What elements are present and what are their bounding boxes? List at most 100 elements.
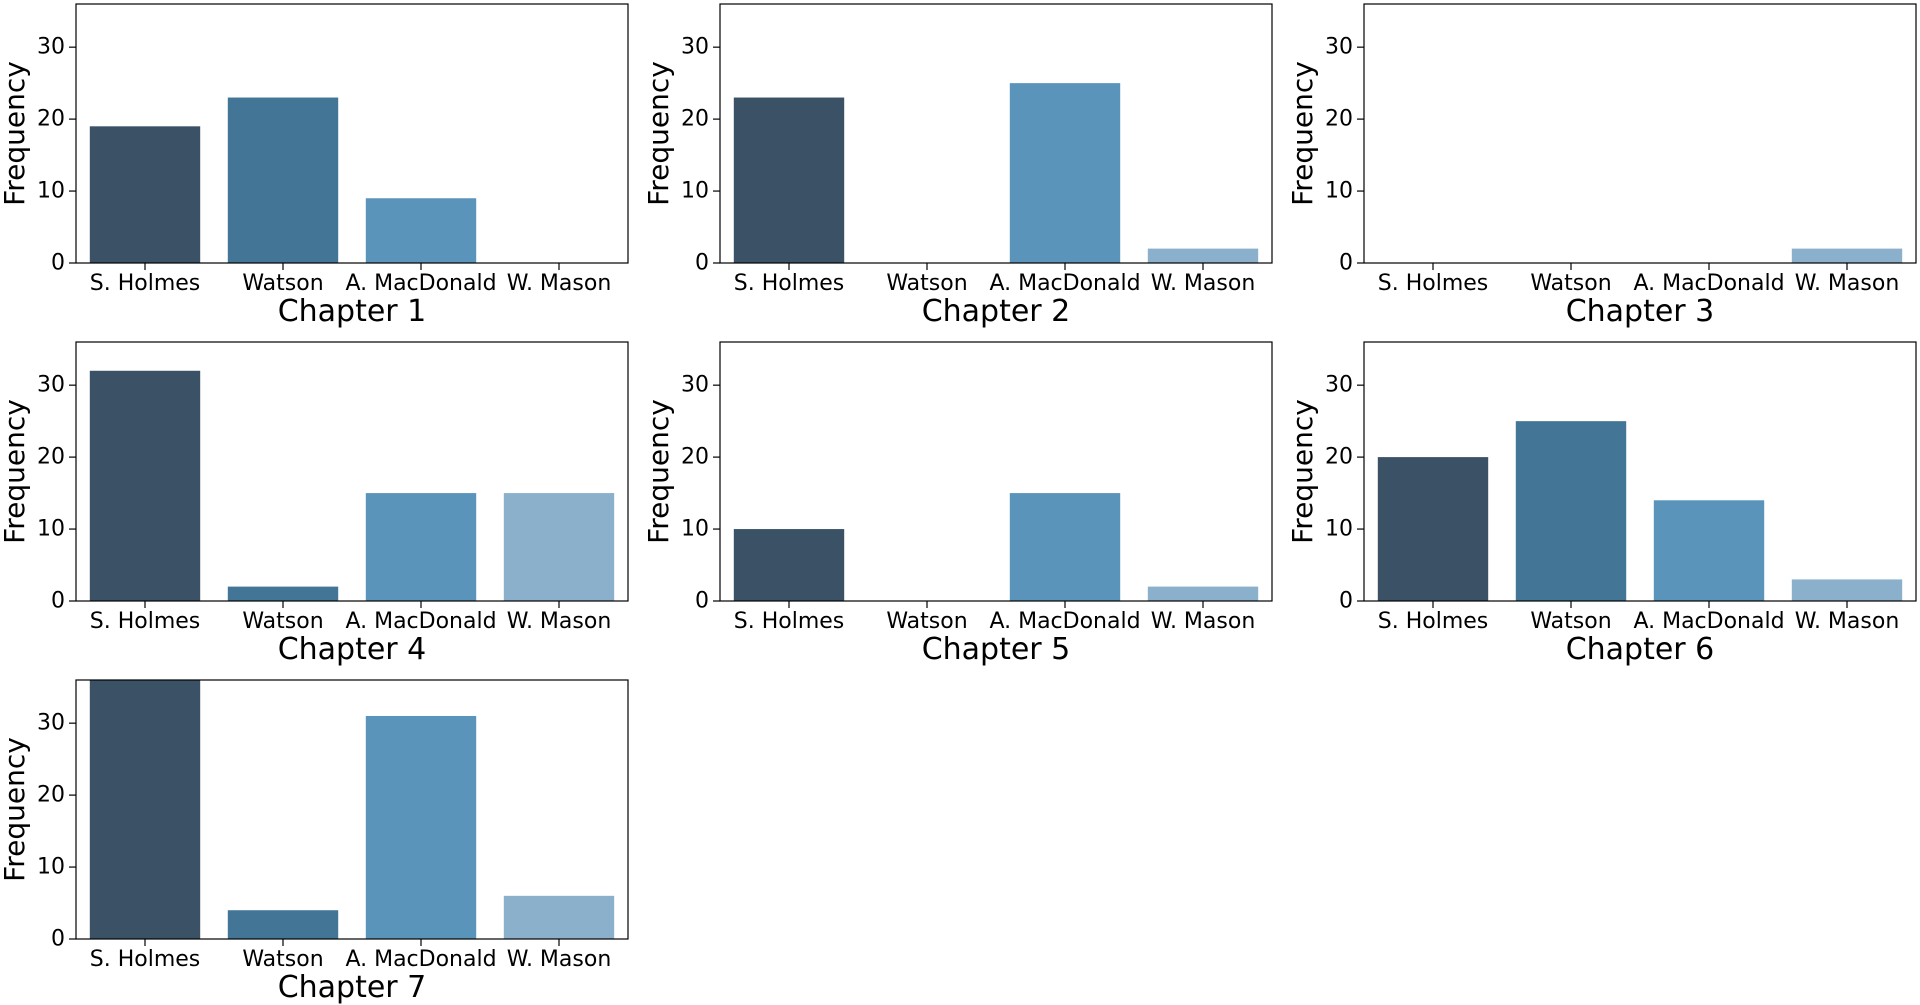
bar-chapter-6-watson xyxy=(1515,421,1627,601)
x-tick-label: Watson xyxy=(242,609,323,634)
y-tick-label: 20 xyxy=(37,107,65,132)
x-tick-label: A. MacDonald xyxy=(345,609,496,634)
y-tick-label: 0 xyxy=(51,251,65,276)
x-tick-label: Watson xyxy=(242,271,323,296)
x-axis-label: Chapter 6 xyxy=(1566,632,1715,667)
y-tick-label: 10 xyxy=(681,179,709,204)
x-axis-label: Chapter 5 xyxy=(922,632,1071,667)
y-tick-label: 30 xyxy=(681,373,709,398)
y-tick-label: 0 xyxy=(695,251,709,276)
y-tick-label: 0 xyxy=(695,589,709,614)
bar-chapter-2-w-mason xyxy=(1147,248,1259,263)
x-tick-label: Watson xyxy=(242,947,323,972)
bar-chapter-1-s-holmes xyxy=(89,126,201,263)
bar-chapter-4-s-holmes xyxy=(89,370,201,601)
x-tick-label: W. Mason xyxy=(507,271,612,296)
x-tick-label: W. Mason xyxy=(1795,271,1900,296)
bar-chapter-5-w-mason xyxy=(1147,586,1259,601)
bar-chapter-4-a-macdonald xyxy=(365,493,477,601)
y-tick-label: 10 xyxy=(1325,179,1353,204)
y-tick-label: 30 xyxy=(1325,35,1353,60)
bar-chapter-3-w-mason xyxy=(1791,248,1903,263)
y-tick-label: 20 xyxy=(681,445,709,470)
y-axis-label: Frequency xyxy=(1286,399,1319,544)
x-tick-label: W. Mason xyxy=(1795,609,1900,634)
bar-chapter-1-watson xyxy=(227,97,339,263)
x-tick-label: S. Holmes xyxy=(734,609,845,634)
y-tick-label: 10 xyxy=(37,179,65,204)
y-tick-label: 20 xyxy=(1325,445,1353,470)
x-axis-label: Chapter 3 xyxy=(1566,294,1715,329)
y-tick-label: 10 xyxy=(37,855,65,880)
x-tick-label: S. Holmes xyxy=(90,947,201,972)
y-axis-label: Frequency xyxy=(1286,61,1319,206)
axes-frame xyxy=(1363,3,1917,264)
y-axis-label: Frequency xyxy=(0,61,31,206)
y-tick-label: 20 xyxy=(681,107,709,132)
bar-chapter-6-a-macdonald xyxy=(1653,500,1765,601)
bar-chapter-7-w-mason xyxy=(503,895,615,939)
y-tick-label: 20 xyxy=(1325,107,1353,132)
y-tick-label: 0 xyxy=(51,927,65,952)
y-tick-label: 20 xyxy=(37,783,65,808)
x-tick-label: S. Holmes xyxy=(1378,609,1489,634)
bar-chapter-7-s-holmes xyxy=(89,680,201,939)
axes-frame xyxy=(719,341,1273,602)
y-tick-label: 0 xyxy=(51,589,65,614)
y-tick-label: 20 xyxy=(37,445,65,470)
bar-chapter-4-watson xyxy=(227,586,339,601)
y-axis-label: Frequency xyxy=(0,737,31,882)
x-tick-label: A. MacDonald xyxy=(345,947,496,972)
x-tick-label: S. Holmes xyxy=(734,271,845,296)
y-axis-label: Frequency xyxy=(0,399,31,544)
x-tick-label: W. Mason xyxy=(1151,609,1256,634)
axes-frame xyxy=(719,3,1273,264)
y-axis-label: Frequency xyxy=(642,399,675,544)
bar-chapter-4-w-mason xyxy=(503,493,615,601)
y-tick-label: 0 xyxy=(1339,251,1353,276)
x-tick-label: S. Holmes xyxy=(1378,271,1489,296)
x-tick-label: A. MacDonald xyxy=(345,271,496,296)
x-tick-label: Watson xyxy=(1530,271,1611,296)
axes-frame xyxy=(75,679,629,940)
y-tick-label: 30 xyxy=(37,373,65,398)
x-tick-label: W. Mason xyxy=(507,609,612,634)
x-tick-label: S. Holmes xyxy=(90,609,201,634)
x-tick-label: A. MacDonald xyxy=(1633,271,1784,296)
bar-chapter-7-a-macdonald xyxy=(365,715,477,939)
y-tick-label: 10 xyxy=(1325,517,1353,542)
bar-chapter-1-a-macdonald xyxy=(365,198,477,263)
bar-chapter-2-s-holmes xyxy=(733,97,845,263)
axes-frame xyxy=(1363,341,1917,602)
y-tick-label: 30 xyxy=(37,35,65,60)
x-tick-label: S. Holmes xyxy=(90,271,201,296)
x-tick-label: A. MacDonald xyxy=(989,609,1140,634)
y-tick-label: 30 xyxy=(681,35,709,60)
x-tick-label: Watson xyxy=(886,609,967,634)
x-tick-label: A. MacDonald xyxy=(1633,609,1784,634)
x-axis-label: Chapter 7 xyxy=(278,970,427,1005)
bar-chapter-5-a-macdonald xyxy=(1009,493,1121,601)
x-axis-label: Chapter 1 xyxy=(278,294,427,329)
x-axis-label: Chapter 4 xyxy=(278,632,427,667)
x-tick-label: Watson xyxy=(1530,609,1611,634)
y-axis-label: Frequency xyxy=(642,61,675,206)
y-tick-label: 30 xyxy=(1325,373,1353,398)
x-tick-label: W. Mason xyxy=(507,947,612,972)
bar-chapter-2-a-macdonald xyxy=(1009,83,1121,263)
axes-frame xyxy=(75,341,629,602)
x-tick-label: A. MacDonald xyxy=(989,271,1140,296)
y-tick-label: 10 xyxy=(37,517,65,542)
bar-chapter-6-s-holmes xyxy=(1377,457,1489,601)
bar-chapter-5-s-holmes xyxy=(733,529,845,601)
bar-chapter-7-watson xyxy=(227,910,339,939)
x-axis-label: Chapter 2 xyxy=(922,294,1071,329)
y-tick-label: 10 xyxy=(681,517,709,542)
axes-frame xyxy=(75,3,629,264)
y-tick-label: 0 xyxy=(1339,589,1353,614)
bar-chapter-6-w-mason xyxy=(1791,579,1903,601)
y-tick-label: 30 xyxy=(37,711,65,736)
x-tick-label: Watson xyxy=(886,271,967,296)
x-tick-label: W. Mason xyxy=(1151,271,1256,296)
